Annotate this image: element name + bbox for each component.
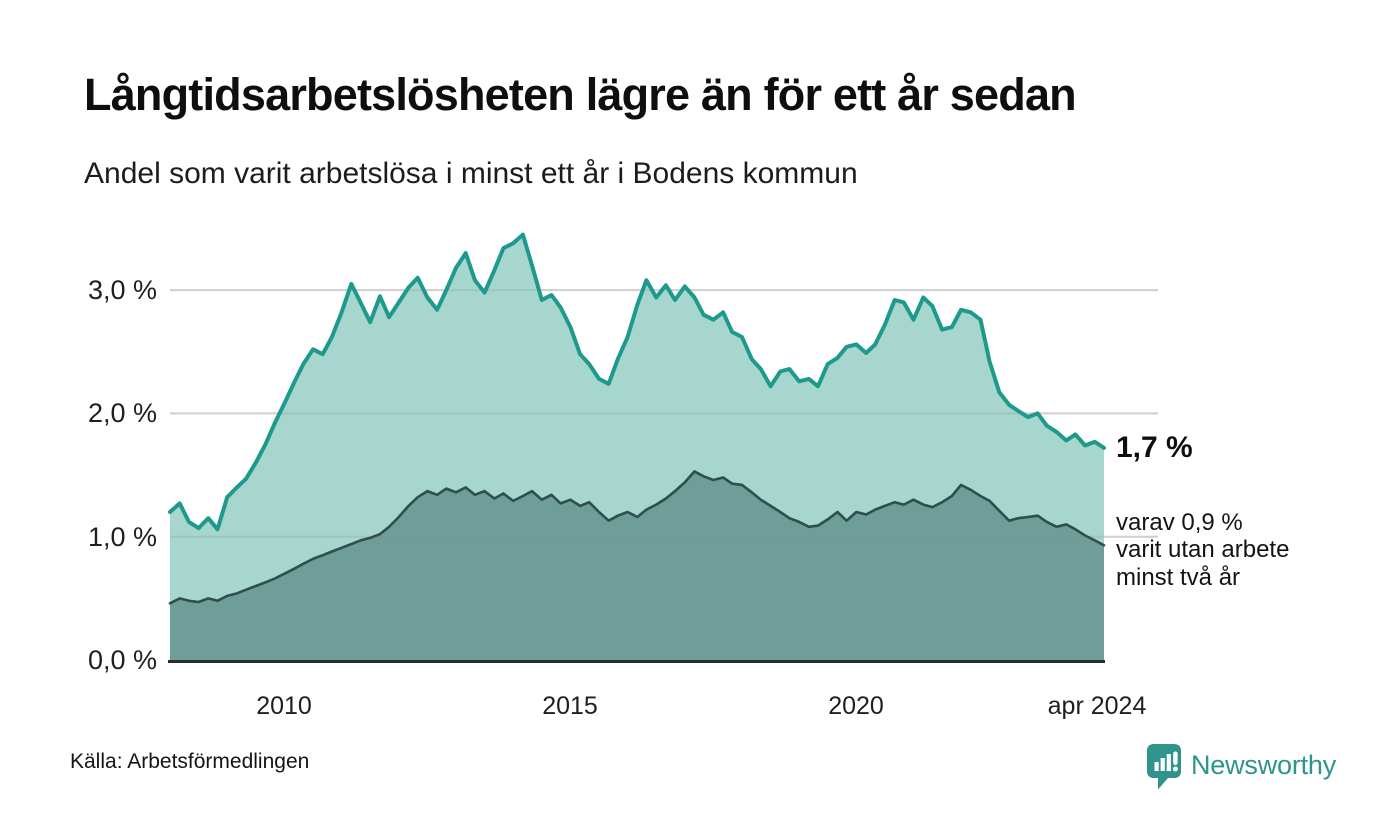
x-axis-label: 2010 bbox=[256, 692, 312, 720]
x-axis-label: 2015 bbox=[542, 692, 598, 720]
latest-two-year-annotation: varav 0,9 % varit utan arbete minst två år bbox=[1116, 509, 1289, 590]
exclamation-dot-icon bbox=[1172, 766, 1178, 772]
annotation-detail-line: varav 0,9 % bbox=[1116, 509, 1243, 537]
exclamation-stem-icon bbox=[1173, 751, 1178, 765]
x-axis-label: 2020 bbox=[828, 692, 884, 720]
line-total bbox=[168, 232, 1106, 532]
y-axis-label: 2,0 % bbox=[87, 398, 157, 429]
page-title: Långtidsarbetslösheten lägre än för ett … bbox=[84, 69, 1077, 120]
y-axis-label: 1,0 % bbox=[87, 521, 157, 552]
area-two-year bbox=[170, 471, 1104, 660]
x-axis-label: apr 2024 bbox=[1047, 692, 1147, 720]
logo-wordmark: Newsworthy bbox=[1191, 750, 1337, 780]
y-axis-label: 3,0 % bbox=[87, 275, 157, 306]
bar-icon-medium bbox=[1160, 758, 1165, 771]
line-two-year bbox=[168, 470, 1106, 605]
y-axis-label: 0,0 % bbox=[87, 645, 157, 675]
annotation-detail-line: minst två år bbox=[1116, 563, 1241, 591]
newsworthy-bubble-chart-icon bbox=[1147, 744, 1181, 790]
bar-icon-tall bbox=[1166, 754, 1171, 771]
latest-total-annotation: 1,7 % bbox=[1116, 430, 1193, 464]
source-note: Källa: Arbetsförmedlingen bbox=[70, 750, 310, 773]
annotation-detail-line: varit utan arbete bbox=[1116, 536, 1290, 564]
bar-icon-small bbox=[1154, 762, 1159, 771]
page-subtitle: Andel som varit arbetslösa i minst ett å… bbox=[84, 157, 858, 190]
newsworthy-logo: Newsworthy bbox=[1146, 743, 1336, 791]
